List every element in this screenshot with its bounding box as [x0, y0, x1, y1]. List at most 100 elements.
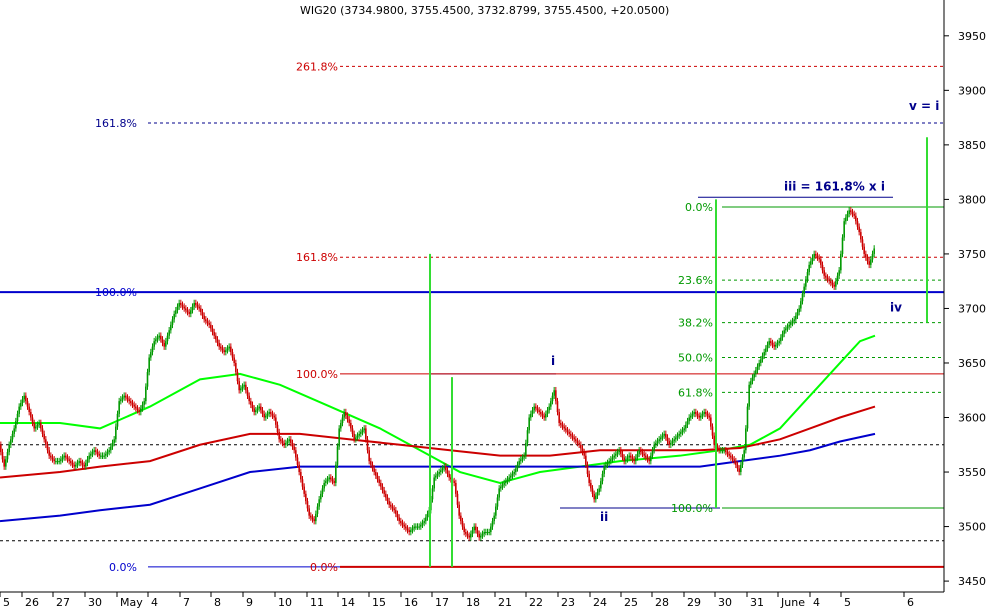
fib-level-label: 61.8% [678, 386, 713, 399]
candle-body [716, 446, 719, 449]
candle-body [343, 412, 345, 418]
candle-body [650, 455, 652, 462]
candle-body [106, 452, 109, 454]
fib-level-label: 261.8% [296, 60, 338, 73]
candle-body [550, 401, 552, 407]
candle-body [518, 461, 520, 465]
candle-body [6, 452, 9, 460]
candle-body [596, 492, 599, 496]
candle-body [240, 388, 242, 391]
candle-body [486, 532, 489, 534]
candle-body [140, 408, 142, 413]
moving-average-line [0, 334, 876, 484]
candle-body [23, 395, 25, 400]
x-tick-label: 4 [813, 596, 820, 608]
candle-body [490, 526, 492, 533]
candle-body [441, 468, 444, 471]
candle-body [496, 497, 499, 507]
x-tick-label: 30 [88, 596, 102, 608]
candle-body [133, 404, 135, 407]
candle-body [520, 459, 522, 462]
candle-body [666, 437, 669, 442]
candle-body [701, 413, 704, 416]
candle-body [510, 475, 512, 478]
x-tick-label: 4 [151, 596, 158, 608]
candle-body [116, 413, 119, 427]
x-tick-label: 10 [278, 596, 292, 608]
x-tick-label: 18 [466, 596, 480, 608]
wave-label: ii [600, 510, 608, 524]
x-tick-label: 11 [310, 596, 324, 608]
candle-body [771, 342, 774, 345]
candle-body [568, 432, 570, 434]
candle-body [278, 432, 280, 440]
candle-body [725, 450, 727, 453]
moving-averages [0, 334, 876, 523]
candle-body [186, 310, 189, 313]
candle-body [206, 321, 209, 323]
candle-body [685, 424, 687, 429]
candle-body [825, 275, 827, 278]
candle-body [680, 432, 682, 434]
candle-body [481, 533, 484, 536]
candle-body [53, 459, 55, 462]
candle-body [265, 415, 267, 418]
candle-body [708, 415, 710, 418]
candle-body [733, 459, 735, 462]
candle-body [590, 482, 592, 489]
x-tick-label: 23 [561, 596, 575, 608]
candle-body [735, 461, 737, 465]
candle-body [235, 362, 237, 373]
candle-body [871, 253, 874, 260]
candle-body [231, 352, 234, 358]
x-tick-label: 28 [655, 596, 669, 608]
candle-body [598, 488, 600, 493]
candle-body [21, 399, 24, 403]
x-tick-label: 21 [498, 596, 512, 608]
y-axis: 3450 3500 3550 3600 3650 3700 3750 3800 3850 3900… [943, 0, 986, 592]
candle-body [60, 459, 62, 462]
candle-body [836, 275, 839, 282]
candle-body [565, 428, 567, 431]
candle-body [621, 453, 624, 458]
fib-level-label: 161.8% [95, 117, 137, 130]
candle-body [630, 455, 632, 458]
fib-level-label: 0.0% [310, 561, 338, 574]
candle-body [648, 459, 650, 462]
candle-body [631, 457, 634, 460]
x-tick-label: 5 [844, 596, 851, 608]
candle-body [105, 453, 107, 456]
candle-body [661, 435, 664, 438]
candle-body [726, 452, 729, 454]
candle-body [665, 433, 667, 438]
candle-body [73, 464, 75, 467]
candle-body [763, 352, 765, 356]
candle-body [491, 521, 494, 527]
candle-body [95, 450, 97, 453]
candle-body [306, 501, 309, 509]
candle-body [115, 426, 117, 440]
y-tick-label: 3800 [958, 193, 986, 206]
candle-body [91, 452, 94, 454]
candle-body [410, 530, 412, 533]
candle-body [198, 306, 200, 309]
candle-body [26, 401, 29, 407]
candle-body [786, 326, 789, 329]
candle-body [696, 413, 699, 416]
candle-body [16, 413, 19, 422]
candle-body [390, 504, 392, 507]
candle-body [333, 481, 335, 483]
candle-body [90, 453, 92, 456]
candle-body [711, 426, 714, 436]
candle-body [405, 526, 407, 529]
candle-body [15, 421, 17, 429]
candle-body [318, 499, 320, 507]
candle-body [320, 493, 322, 500]
candle-body [191, 306, 194, 311]
candle-body [656, 441, 659, 443]
candle-body [833, 284, 835, 287]
candle-body [861, 239, 864, 247]
candle-body [846, 213, 849, 218]
candle-body [243, 384, 245, 387]
candle-body [485, 532, 487, 534]
